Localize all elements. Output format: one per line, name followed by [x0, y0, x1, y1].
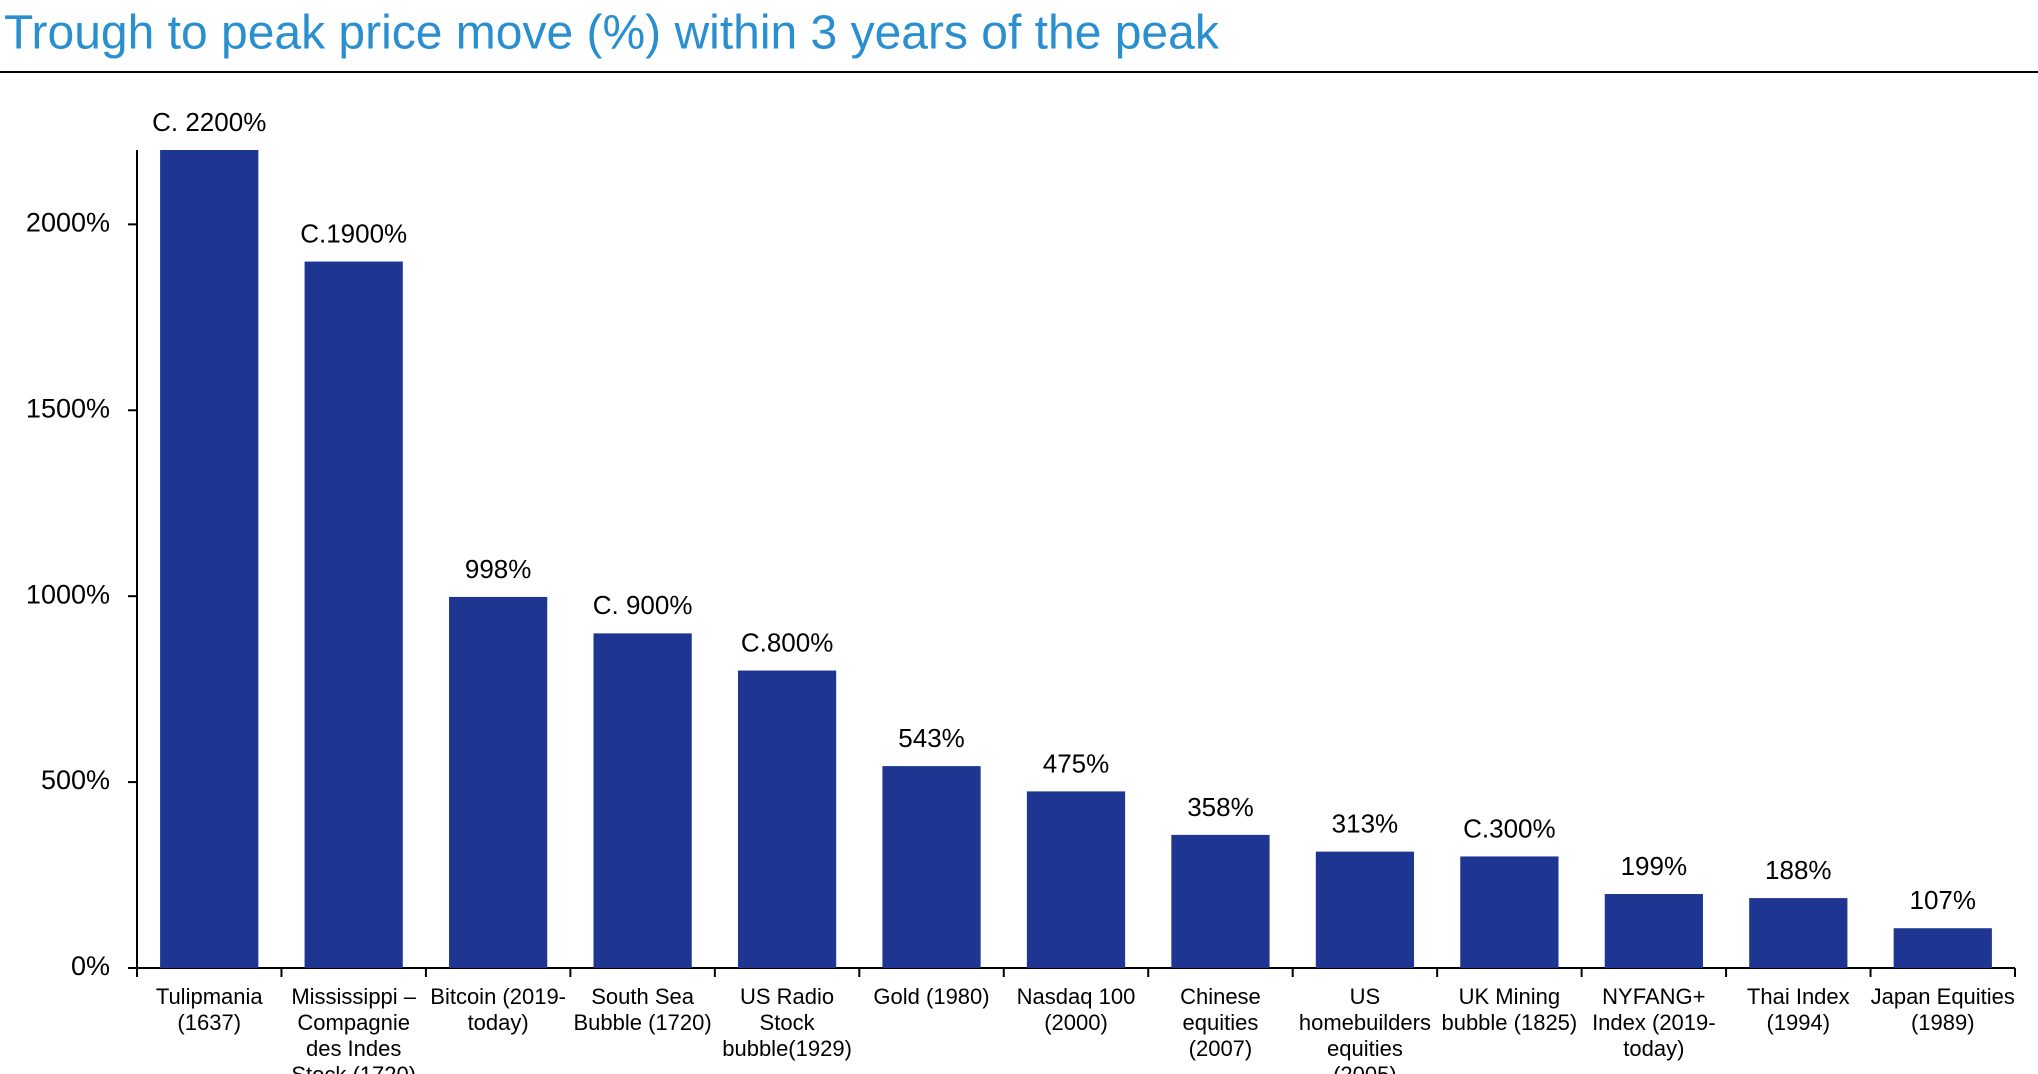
- bar: [1893, 928, 1992, 968]
- bar: [593, 633, 692, 968]
- bar: [1171, 834, 1270, 968]
- bar: [737, 670, 837, 968]
- value-label: 107%: [1910, 885, 1977, 915]
- y-tick-label: 2000%: [26, 207, 110, 237]
- value-label: C. 2200%: [152, 107, 266, 137]
- x-tick-label: Japan Equities (1989): [1870, 984, 2015, 1035]
- value-label: 543%: [898, 723, 965, 753]
- value-label: 313%: [1332, 808, 1399, 838]
- y-tick-label: 1500%: [26, 393, 110, 423]
- bar: [449, 596, 548, 968]
- x-tick-label: Chinese equities (2007): [1180, 984, 1261, 1061]
- x-tick-label: Nasdaq 100 (2000): [1016, 984, 1136, 1035]
- x-tick-label: South Sea Bubble (1720): [573, 984, 712, 1035]
- bar: [1315, 851, 1415, 968]
- x-tick-label: NYFANG+ Index (2019-today): [1592, 984, 1716, 1061]
- x-tick-label: US homebuilders equities (2005): [1298, 984, 1431, 1074]
- y-tick-label: 0%: [71, 951, 110, 981]
- value-label: C.1900%: [300, 218, 407, 248]
- bar: [1026, 791, 1126, 968]
- bar: [304, 261, 403, 969]
- value-label: 998%: [465, 554, 532, 584]
- bar: [1460, 856, 1559, 968]
- y-tick-label: 500%: [41, 765, 110, 795]
- x-tick-label: Tulipmania (1637): [155, 984, 263, 1035]
- x-tick-label: UK Mining bubble (1825): [1441, 984, 1578, 1035]
- bar: [1604, 894, 1703, 968]
- x-tick-label: US Radio Stock bubble(1929): [722, 984, 852, 1061]
- bar: [882, 766, 981, 968]
- value-label: 199%: [1621, 851, 1688, 881]
- value-label: 475%: [1043, 748, 1110, 778]
- value-label: C. 900%: [593, 590, 693, 620]
- value-label: 358%: [1187, 792, 1254, 822]
- bar: [160, 150, 259, 968]
- chart-title: Trough to peak price move (%) within 3 y…: [4, 7, 1220, 60]
- value-label: C.800%: [741, 627, 834, 657]
- value-label: 188%: [1765, 855, 1832, 885]
- y-tick-label: 1000%: [26, 579, 110, 609]
- x-tick-label: Mississippi – Compagnie des Indes Stock …: [291, 984, 417, 1074]
- x-tick-label: Bitcoin (2019-today): [430, 984, 567, 1035]
- bar: [1749, 898, 1848, 968]
- x-tick-label: Thai Index (1994): [1746, 984, 1850, 1035]
- x-tick-label: Gold (1980): [873, 984, 990, 1009]
- value-label: C.300%: [1463, 813, 1556, 843]
